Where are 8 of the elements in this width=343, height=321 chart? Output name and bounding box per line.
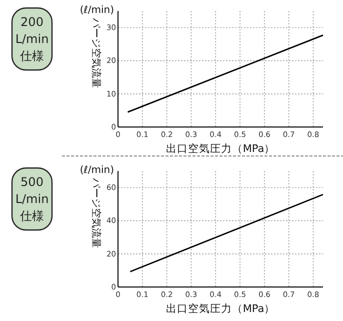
x-axis-title: 出口空気圧力（MPa） (166, 142, 276, 155)
text: 500 L/min 仕様 (15, 175, 49, 223)
text: (ℓ/min) (80, 5, 114, 16)
y-axis-title: パージ空気流量 (90, 17, 102, 88)
x-axis-title: 出口空気圧力（MPa） (166, 302, 276, 315)
text: (ℓ/min) (80, 165, 114, 176)
y-axis-title: パージ空気流量 (90, 177, 102, 248)
text: 200 L/min 仕様 (15, 15, 49, 63)
